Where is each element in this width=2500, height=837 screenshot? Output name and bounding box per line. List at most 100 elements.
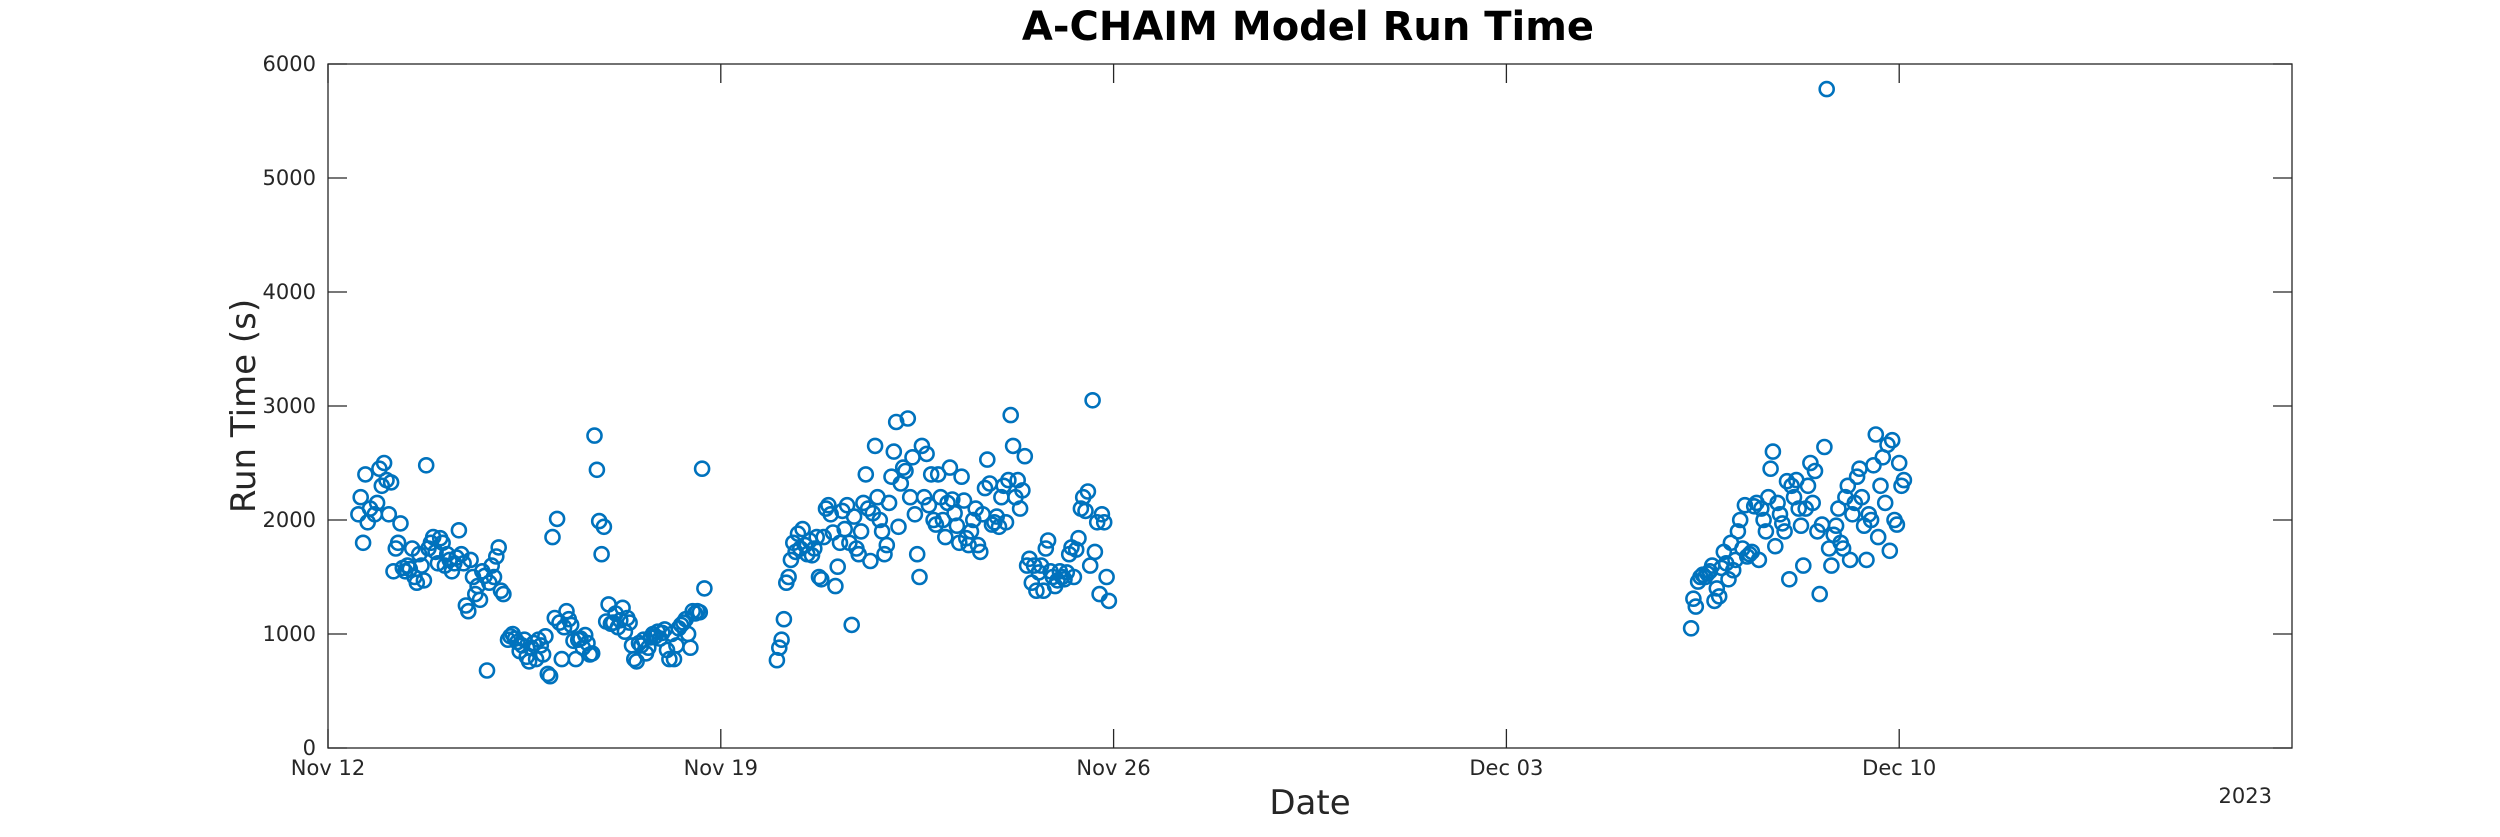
data-point xyxy=(389,534,407,552)
data-point xyxy=(1895,471,1913,489)
x-tick-label: Nov 26 xyxy=(1076,756,1150,780)
data-point xyxy=(1086,543,1104,561)
data-point xyxy=(541,667,559,685)
data-point xyxy=(693,460,711,478)
data-point xyxy=(1011,500,1029,517)
data-point xyxy=(385,562,402,580)
data-point xyxy=(978,451,996,468)
data-point xyxy=(1755,511,1772,529)
data-point xyxy=(684,602,702,620)
data-point xyxy=(352,488,370,506)
data-point xyxy=(878,536,896,554)
data-point xyxy=(485,568,503,586)
data-point xyxy=(1682,619,1700,637)
data-point xyxy=(1708,580,1726,597)
data-point xyxy=(696,580,713,597)
data-point xyxy=(922,466,940,483)
data-point xyxy=(1757,523,1775,540)
data-point xyxy=(908,545,926,563)
chart-title: A-CHAIM Model Run Time xyxy=(1022,4,1594,50)
data-point xyxy=(354,534,372,552)
data-point xyxy=(1685,590,1702,608)
data-point xyxy=(1750,551,1768,569)
data-point xyxy=(459,602,477,620)
data-point xyxy=(537,627,554,645)
data-point xyxy=(1098,568,1115,586)
data-point xyxy=(548,510,566,528)
data-point xyxy=(490,539,508,556)
data-point xyxy=(539,665,557,683)
data-point xyxy=(871,511,889,529)
data-point xyxy=(1839,477,1857,495)
data-point xyxy=(829,558,847,576)
data-point xyxy=(770,639,788,657)
data-point xyxy=(897,462,914,480)
data-point xyxy=(368,494,386,512)
data-point xyxy=(1862,511,1880,529)
data-point xyxy=(1869,528,1887,546)
data-point xyxy=(1736,496,1754,514)
data-point xyxy=(815,528,833,546)
data-point xyxy=(1077,502,1094,520)
data-point xyxy=(614,599,631,617)
data-point xyxy=(1764,443,1782,460)
x-tick-label: Nov 19 xyxy=(684,756,758,780)
data-point xyxy=(471,591,489,609)
data-point xyxy=(885,443,903,460)
data-point xyxy=(1865,456,1882,474)
data-point xyxy=(1879,436,1896,454)
data-point xyxy=(859,500,877,517)
data-point xyxy=(1762,460,1779,478)
data-point xyxy=(1016,447,1034,465)
data-point xyxy=(805,540,823,557)
data-point xyxy=(1778,472,1796,490)
data-point xyxy=(1858,551,1875,569)
data-point xyxy=(843,616,861,634)
data-point xyxy=(1881,542,1899,560)
y-axis-label: Run Time (s) xyxy=(224,299,264,513)
x-axis-year-label: 2023 xyxy=(2219,784,2272,808)
data-point xyxy=(392,515,409,532)
data-point xyxy=(1769,494,1786,512)
data-point xyxy=(1014,482,1031,499)
data-point xyxy=(915,488,933,506)
data-point xyxy=(1841,551,1859,569)
data-point xyxy=(1004,437,1022,455)
data-point xyxy=(1781,570,1798,588)
data-point xyxy=(971,543,989,561)
data-point xyxy=(417,456,435,474)
data-point xyxy=(1806,462,1824,480)
data-point xyxy=(808,528,826,546)
data-point xyxy=(812,570,830,588)
data-point xyxy=(857,466,875,483)
data-point xyxy=(1799,477,1817,495)
data-point xyxy=(1802,454,1819,472)
data-point xyxy=(1095,513,1113,531)
data-point xyxy=(495,585,512,603)
data-point xyxy=(845,508,863,525)
data-point xyxy=(1056,570,1073,588)
data-point xyxy=(953,468,970,486)
data-point xyxy=(1002,406,1020,424)
data-point xyxy=(415,572,433,589)
data-point xyxy=(852,523,870,540)
data-point xyxy=(1720,570,1737,588)
data-point xyxy=(1804,494,1821,512)
data-point xyxy=(1811,585,1828,603)
data-point xyxy=(1867,426,1885,443)
data-point xyxy=(478,662,496,679)
data-point xyxy=(1776,523,1793,540)
data-point xyxy=(955,492,973,509)
y-tick-label: 5000 xyxy=(263,166,316,190)
data-point xyxy=(918,445,935,463)
data-point xyxy=(408,574,426,592)
data-point xyxy=(1816,438,1833,456)
data-point xyxy=(920,496,938,514)
data-point xyxy=(780,568,797,586)
data-point xyxy=(1774,515,1791,532)
data-point xyxy=(1844,505,1861,523)
data-point xyxy=(906,505,924,523)
data-point xyxy=(487,548,505,565)
